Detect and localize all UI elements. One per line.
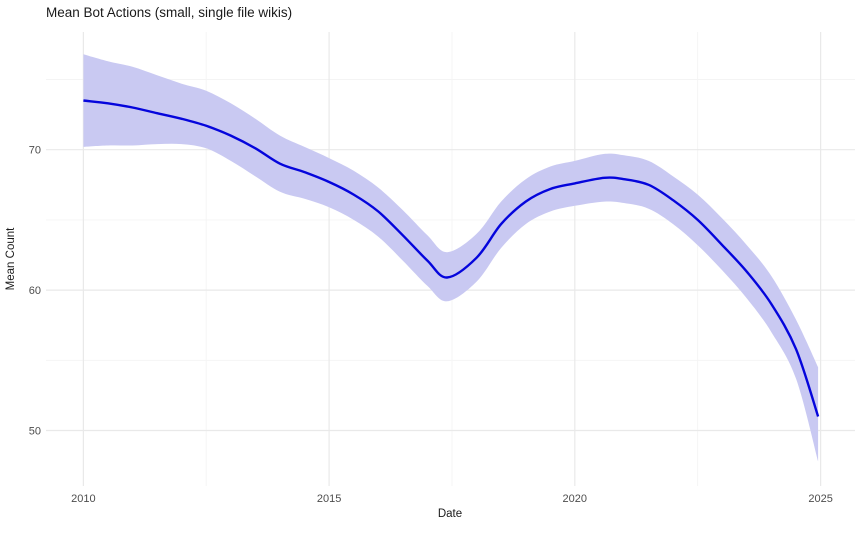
y-tick-label: 60 [29,285,41,297]
x-tick-label: 2020 [563,493,587,505]
y-tick-label: 70 [29,145,41,157]
y-tick-label: 50 [29,425,41,437]
x-tick-label: 2015 [317,493,341,505]
x-tick-label: 2010 [71,493,95,505]
chart-title: Mean Bot Actions (small, single file wik… [46,5,293,20]
mean-line [83,99,820,417]
confidence-band [83,54,819,462]
x-axis-title: Date [437,508,463,520]
x-tick-label: 2025 [808,493,832,505]
